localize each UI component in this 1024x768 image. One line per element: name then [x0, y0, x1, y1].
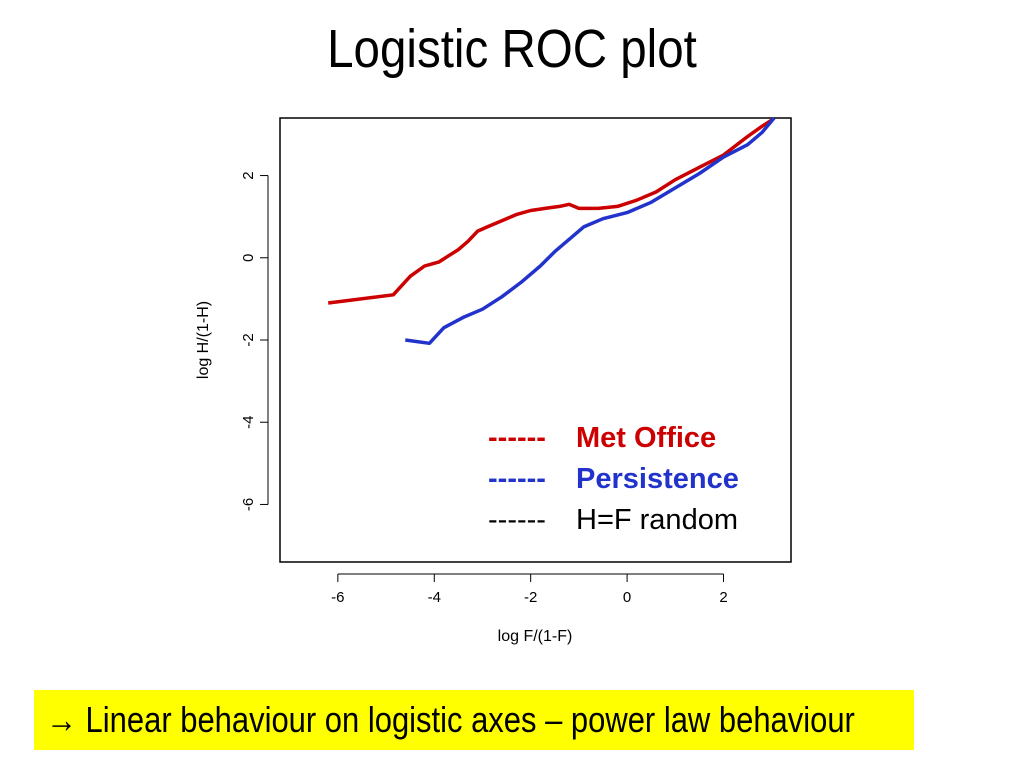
legend: ------ Met Office ------ Persistence ---… — [488, 422, 739, 536]
x-tick-label: -6 — [331, 589, 344, 606]
y-axis-label: log H/(1-H) — [195, 301, 212, 379]
series-layer — [327, 116, 776, 346]
x-axis-label: log F/(1-F) — [498, 628, 573, 645]
y-tick-label: 0 — [240, 254, 257, 262]
y-axis: -6 -4 -2 0 2 — [240, 171, 269, 511]
slide-title: Logistic ROC plot — [327, 19, 697, 79]
y-tick-label: -4 — [240, 416, 257, 429]
caption-text: → Linear behaviour on logistic axes – po… — [46, 699, 855, 740]
x-tick-label: 0 — [623, 589, 631, 606]
x-axis: -6 -4 -2 0 2 — [331, 573, 728, 606]
legend-label-random: H=F random — [576, 504, 738, 536]
x-tick-label: 2 — [719, 589, 727, 606]
legend-dashes-met-office: ------ — [488, 422, 546, 454]
series-line-met-office — [327, 118, 773, 305]
y-tick-label: 2 — [240, 171, 257, 179]
y-tick-label: -2 — [240, 333, 257, 346]
x-tick-label: -4 — [428, 589, 441, 606]
legend-dashes-random: ------ — [488, 504, 546, 536]
roc-chart: -6 -4 -2 0 2 -6 -4 -2 0 2 log F/(1-F) log H/(1-H… — [195, 116, 792, 645]
caption-box: → Linear behaviour on logistic axes – po… — [34, 690, 914, 750]
legend-label-met-office: Met Office — [576, 422, 716, 454]
legend-label-persistence: Persistence — [576, 463, 739, 495]
y-tick-label: -6 — [240, 498, 257, 511]
legend-dashes-persistence: ------ — [488, 463, 546, 495]
plot-frame — [279, 117, 792, 563]
x-tick-label: -2 — [524, 589, 537, 606]
series-line-persistence — [405, 116, 776, 346]
